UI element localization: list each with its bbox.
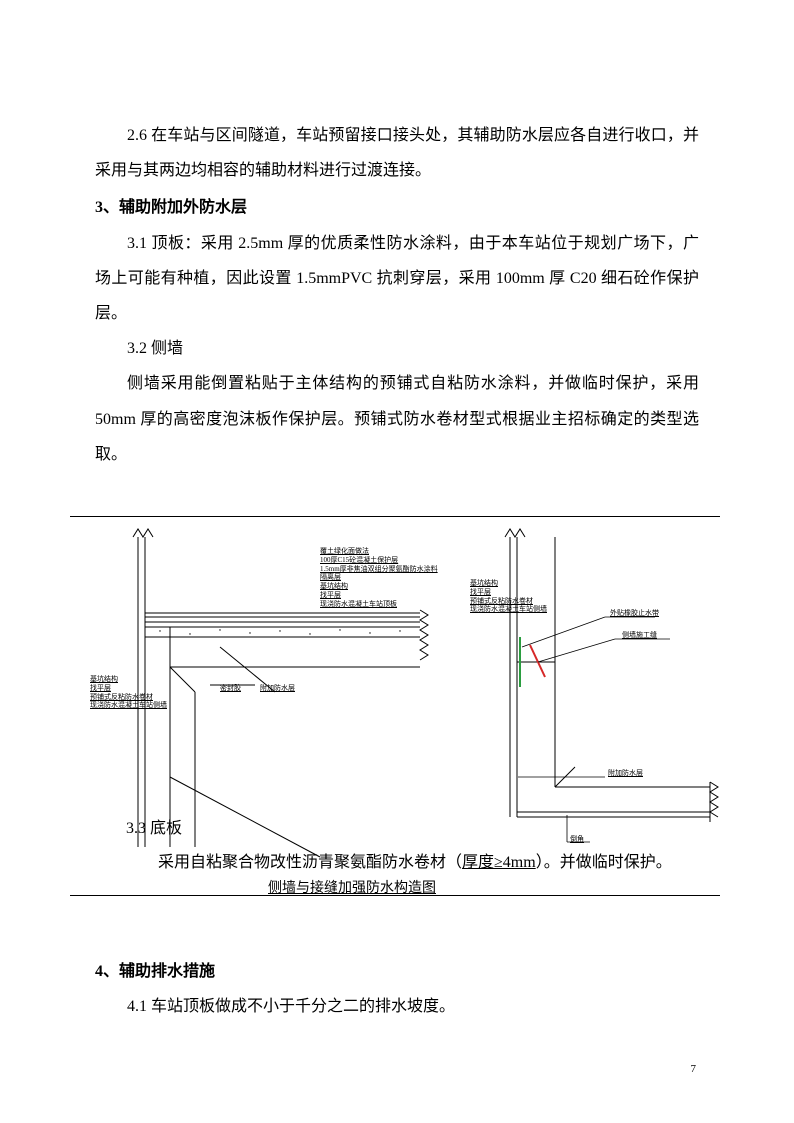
- label-add1: 附加防水层: [260, 684, 295, 693]
- para-3-2-body: 侧墙采用能倒置粘贴于主体结构的预铺式自粘防水涂料，并做临时保护，采用 50mm …: [95, 366, 699, 472]
- para-2-6: 2.6 在车站与区间隧道，车站预留接口接头处，其辅助防水层应各自进行收口，并采用…: [95, 118, 699, 188]
- label-chamfer: 倒角: [570, 835, 584, 844]
- diagram-caption: 侧墙与接缝加强防水构造图: [268, 877, 436, 897]
- heading-3: 3、辅助附加外防水层: [95, 190, 699, 225]
- para-4-1: 4.1 车站顶板做成不小于千分之二的排水坡度。: [95, 989, 699, 1024]
- label-waterstop: 外贴橡胶止水带: [610, 609, 659, 618]
- para-3-2: 3.2 侧墙: [95, 331, 699, 366]
- label-center-stack: 覆土绿化面做法 100厚C15砼混凝土保护层 1.5mm厚非焦油双组分聚氨酯防水…: [320, 547, 438, 608]
- label-seal: 密封胶: [220, 684, 241, 693]
- para-3-3: 3.3 底板: [126, 811, 182, 846]
- section-4-block: 4、辅助排水措施 4.1 车站顶板做成不小于千分之二的排水坡度。: [95, 952, 699, 1024]
- waterproof-diagram: 基坑结构 找平层 预铺式反粘防水卷材 现浇防水混凝土车站侧墙 覆土绿化面做法 1…: [70, 516, 720, 896]
- label-left-stack: 基坑结构 找平层 预铺式反粘防水卷材 现浇防水混凝土车站侧墙: [90, 675, 167, 710]
- label-joint: 侧墙施工缝: [622, 631, 657, 640]
- label-right-stack: 基坑结构 找平层 预铺式反粘防水卷材 现浇防水混凝土车站侧墙: [470, 579, 547, 614]
- para-3-3-body: 采用自粘聚合物改性沥青聚氨酯防水卷材（厚度≥4mm）。并做临时保护。: [158, 845, 698, 880]
- label-add2: 附加防水层: [608, 769, 643, 778]
- para-3-1: 3.1 顶板：采用 2.5mm 厚的优质柔性防水涂料，由于本车站位于规划广场下，…: [95, 226, 699, 332]
- page-number: 7: [691, 1063, 697, 1075]
- heading-4: 4、辅助排水措施: [95, 954, 699, 989]
